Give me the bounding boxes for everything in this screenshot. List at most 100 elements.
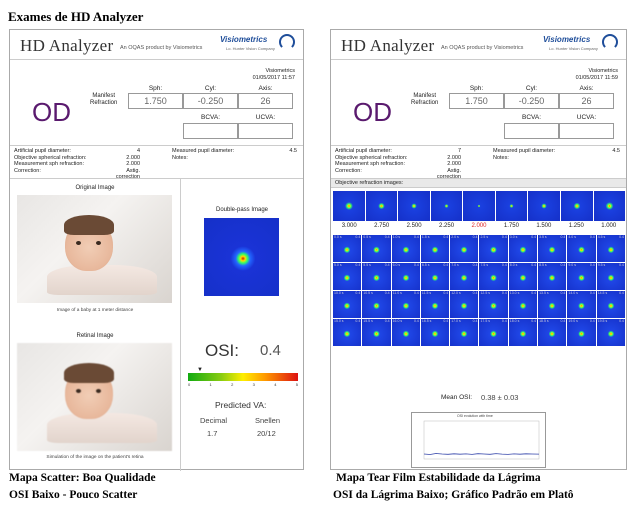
cell-osi: 0.4 xyxy=(384,291,390,295)
cell-osi: 0.4 xyxy=(355,319,361,323)
snellen-value: 20/12 xyxy=(257,429,276,438)
objective-refraction-value: 2.250 xyxy=(439,223,455,229)
tear-film-cell: 6.5 s 0.4 xyxy=(420,263,450,290)
cell-time: 4.0 s xyxy=(568,235,576,239)
manifest-label-line2: Refraction xyxy=(90,100,118,106)
cell-osi: 0.4 xyxy=(472,263,478,267)
objective-refraction-values: 3.000 2.750 2.500 2.250 2.000 1.750 1.500 1.250… xyxy=(333,223,625,229)
tear-film-cell: 2.0 s 0.4 xyxy=(450,235,479,262)
original-caption: Image of a baby at 1 meter distance xyxy=(56,308,134,313)
cell-time: 12.5 s xyxy=(480,291,491,295)
caption-right-line1: Mapa Tear Film Estabilidade da Lágrima xyxy=(336,472,541,484)
meta-date: 01/05/2017 11:59 xyxy=(575,75,618,81)
cell-osi: 0.4 xyxy=(560,235,566,239)
axis-header: Axis: xyxy=(258,85,273,92)
brand-arc-icon xyxy=(279,34,295,50)
cell-osi: 0.4 xyxy=(414,235,419,239)
tear-film-cell: 18.5 s 0.4 xyxy=(538,319,567,346)
cell-osi: 0.4 xyxy=(589,319,595,323)
ucva-header: UCVA: xyxy=(576,114,597,121)
sph-header: Sph: xyxy=(469,85,484,92)
cell-osi: 0.4 xyxy=(501,319,507,323)
cell-time: 6.0 s xyxy=(392,263,401,267)
measurement-info: Artificial pupil diameter: Objective sph… xyxy=(10,145,303,180)
cell-time: 17.0 s xyxy=(451,319,461,323)
original-image-title: Original Image xyxy=(75,185,115,191)
cell-time: 2.5 s xyxy=(480,235,489,239)
objective-refraction-value: 1.750 xyxy=(503,223,519,229)
osi-evolution-plot: OSI evolution with time xyxy=(411,412,546,468)
cell-osi: 0.4 xyxy=(443,319,449,323)
app-name: HD Analyzer xyxy=(341,36,435,55)
decimal-value: 1.7 xyxy=(207,429,218,438)
tear-film-cell: 9.5 s 0.4 xyxy=(596,263,625,290)
osi-marker-icon: ▼ xyxy=(197,367,203,373)
cell-time: 2.0 s xyxy=(451,235,459,239)
cell-time: 14.0 s xyxy=(568,291,578,295)
objective-refraction-image xyxy=(528,191,560,221)
cell-osi: 0.4 xyxy=(560,291,566,295)
retinal-caption: Simulation of the image on the patient's… xyxy=(46,455,144,460)
visiometrics-logo: Visiometrics Lo. Hunter Vision Company xyxy=(220,34,295,56)
objective-refraction-value: 2.500 xyxy=(406,223,422,229)
cell-osi: 0.4 xyxy=(355,291,361,295)
tear-film-cell: 8.5 s 0.4 xyxy=(538,263,567,290)
cell-time: 15.5 s xyxy=(363,319,373,323)
axis-header: Axis: xyxy=(579,85,594,92)
cell-osi: 0.4 xyxy=(414,263,419,267)
eye-label: OD xyxy=(353,97,392,127)
cell-time: 5.5 s xyxy=(363,263,371,267)
cell-time: 11.5 s xyxy=(421,291,432,295)
caption-left-line1: Mapa Scatter: Boa Qualidade xyxy=(9,472,156,484)
cell-time: 11.0 s xyxy=(392,291,402,295)
tear-film-cell: 11.0 s 0.4 xyxy=(391,291,420,318)
report-meta: Visiometrics 01/05/2017 11:57 xyxy=(253,68,295,82)
vertical-divider xyxy=(180,179,181,471)
cell-time: 6.5 s xyxy=(421,263,430,267)
info-right-values: 4.5 xyxy=(289,148,297,154)
tear-film-cell: 19.0 s 0.4 xyxy=(567,319,596,346)
cell-time: 1.5 s xyxy=(421,235,430,239)
mean-osi-label: Mean OSI: xyxy=(441,394,473,401)
tear-film-cell: 17.5 s 0.4 xyxy=(479,319,508,346)
cell-time: 0.0 s xyxy=(334,235,342,239)
tear-film-cell: 5.0 s 0.4 xyxy=(333,263,362,290)
meta-org: Visiometrics xyxy=(588,68,618,74)
objective-refraction-images xyxy=(333,191,626,221)
double-pass-image xyxy=(204,218,279,296)
tear-film-cell: 10.5 s 0.4 xyxy=(362,291,391,318)
objective-refraction-value: 1.000 xyxy=(601,223,617,229)
objective-refraction-image xyxy=(495,191,528,221)
cell-time: 3.0 s xyxy=(509,235,518,239)
objective-refraction-image xyxy=(365,191,398,221)
tear-film-cell: 13.0 s 0.4 xyxy=(508,291,538,318)
plot-svg xyxy=(423,420,540,460)
cell-osi: 0.4 xyxy=(560,263,566,267)
eye-label: OD xyxy=(32,97,71,127)
cell-time: 3.5 s xyxy=(539,235,547,239)
cell-time: 12.0 s xyxy=(451,291,461,295)
tear-film-cell: 13.5 s 0.4 xyxy=(538,291,567,318)
cell-osi: 0.4 xyxy=(443,235,449,239)
cell-time: 8.0 s xyxy=(509,263,518,267)
tear-film-cell: 0.5 s 0.4 xyxy=(362,235,391,262)
app-subtitle: An OQAS product by Visiometrics xyxy=(441,45,524,51)
double-pass-title: Double-pass Image xyxy=(215,207,269,213)
retinal-image-title: Retinal Image xyxy=(76,333,114,339)
tear-film-cell: 12.5 s 0.4 xyxy=(479,291,508,318)
visiometrics-logo: Visiometrics Lo. Hunter Vision Company xyxy=(543,34,618,56)
cell-time: 1.0 s xyxy=(392,235,401,239)
tear-film-cell: 11.5 s 0.4 xyxy=(420,291,450,318)
bcva-header: BCVA: xyxy=(200,114,221,121)
tear-film-cell: 16.0 s 0.4 xyxy=(391,319,420,346)
brand-name: Visiometrics xyxy=(543,35,591,44)
brand-tagline: Lo. Hunter Vision Company xyxy=(226,46,275,51)
info-right-labels: Measured pupil diameter: Notes: xyxy=(172,148,235,161)
cell-time: 17.5 s xyxy=(480,319,491,323)
cell-time: 19.0 s xyxy=(568,319,578,323)
objective-refraction-value: 1.250 xyxy=(568,223,584,229)
cell-osi: 0.4 xyxy=(531,235,537,239)
tear-film-cell: 3.0 s 0.4 xyxy=(508,235,538,262)
cell-osi: 0.4 xyxy=(619,263,624,267)
cell-osi: 0.4 xyxy=(443,263,449,267)
